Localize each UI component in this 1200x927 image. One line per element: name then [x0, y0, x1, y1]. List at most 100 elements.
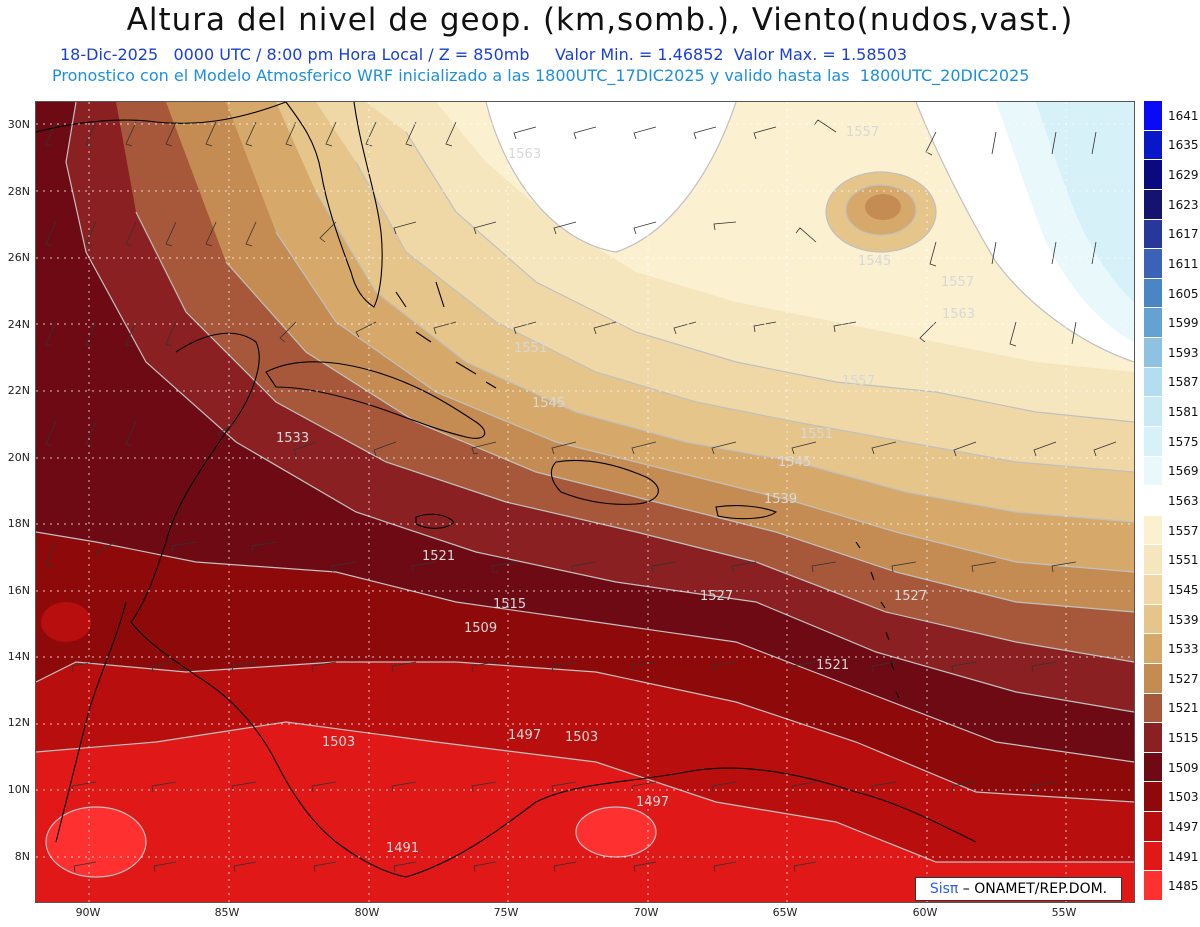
colorbar-swatch	[1144, 604, 1162, 635]
colorbar-swatch	[1144, 663, 1162, 694]
colorbar-swatch	[1144, 871, 1162, 901]
colorbar-label: 1623	[1168, 197, 1199, 212]
contour-label: 1521	[816, 658, 849, 673]
colorbar-swatch	[1144, 782, 1162, 813]
lat-label: 24N	[7, 318, 30, 331]
colorbar-swatch	[1144, 841, 1162, 872]
colorbar-label: 1581	[1168, 405, 1199, 420]
colorbar-label: 1575	[1168, 434, 1199, 449]
lat-label: 18N	[7, 517, 30, 530]
colorbar-swatch	[1144, 101, 1162, 131]
colorbar-swatch	[1144, 752, 1162, 783]
contour-label: 1509	[464, 621, 497, 636]
colorbar-label: 1641	[1168, 108, 1199, 123]
colorbar-label: 1527	[1168, 671, 1199, 686]
colorbar-label: 1629	[1168, 168, 1199, 183]
forecast-map: 1563 1557 1545 1557 1563 1551 1557 1545 …	[35, 101, 1135, 903]
lon-label: 55W	[1051, 906, 1077, 919]
colorbar-swatch	[1144, 812, 1162, 842]
contour-label: 1515	[493, 597, 526, 612]
colorbar-label: 1569	[1168, 464, 1199, 479]
colorbar-label: 1599	[1168, 316, 1199, 331]
colorbar-label: 1611	[1168, 256, 1199, 271]
colorbar-label: 1551	[1168, 553, 1199, 568]
contour-label: 1503	[322, 735, 355, 750]
contour-label: 1551	[800, 427, 833, 442]
colorbar-swatch	[1144, 160, 1162, 190]
contour-label: 1497	[508, 728, 541, 743]
colorbar-label: 1521	[1168, 701, 1199, 716]
colorbar-swatch	[1144, 575, 1162, 605]
colorbar-label: 1635	[1168, 138, 1199, 153]
lat-label: 30N	[7, 118, 30, 131]
lat-label: 22N	[7, 384, 30, 397]
colorbar-label: 1485	[1168, 879, 1199, 894]
lon-label: 70W	[633, 906, 659, 919]
contour-label: 1551	[514, 341, 547, 356]
map-title: Altura del nivel de geop. (km,somb.), Vi…	[126, 2, 1074, 38]
contour-label: 1545	[858, 254, 891, 269]
lat-label: 26N	[7, 251, 30, 264]
lat-label: 8N	[14, 850, 30, 863]
lon-label: 65W	[772, 906, 798, 919]
colorbar-swatch	[1144, 249, 1162, 279]
contour-label: 1557	[842, 374, 875, 389]
colorbar-swatch	[1144, 693, 1162, 724]
colorbar-label: 1491	[1168, 849, 1199, 864]
contour-lines	[36, 102, 1134, 878]
contour-label: 1563	[942, 307, 975, 322]
contour-label: 1533	[276, 431, 309, 446]
colorbar-label: 1593	[1168, 345, 1199, 360]
geopotential-shading	[36, 102, 1134, 902]
lat-label: 16N	[7, 584, 30, 597]
colorbar-label: 1515	[1168, 731, 1199, 746]
contour-label: 1563	[508, 147, 541, 162]
colorbar-swatch	[1144, 130, 1162, 161]
credit-text: – ONAMET/REP.DOM.	[958, 881, 1108, 897]
colorbar-label: 1545	[1168, 582, 1199, 597]
sispi-logo: Sisπ	[929, 881, 959, 897]
colorbar-label: 1503	[1168, 790, 1199, 805]
lat-label: 14N	[7, 650, 30, 663]
lat-label: 20N	[7, 451, 30, 464]
wind-barbs	[45, 119, 1117, 873]
colorbar-swatch	[1144, 456, 1162, 487]
colorbar-label: 1617	[1168, 227, 1199, 242]
colorbar-swatch	[1144, 545, 1162, 576]
lat-label: 10N	[7, 783, 30, 796]
contour-label: 1521	[422, 549, 455, 564]
contour-label: 1545	[532, 396, 565, 411]
colorbar-label: 1587	[1168, 375, 1199, 390]
colorbar-swatch	[1144, 338, 1162, 368]
forecast-time-subtitle: 18-Dic-2025 0000 UTC / 8:00 pm Hora Loca…	[60, 45, 908, 64]
colorbar-swatch	[1144, 397, 1162, 427]
contour-label: 1539	[764, 492, 797, 507]
colorbar-swatch	[1144, 308, 1162, 339]
colorbar	[1144, 101, 1162, 901]
contour-label: 1557	[846, 125, 879, 140]
colorbar-label: 1539	[1168, 612, 1199, 627]
contour-label: 1527	[700, 589, 733, 604]
graticule	[36, 102, 1134, 902]
contour-label: 1545	[778, 455, 811, 470]
lat-label: 28N	[7, 185, 30, 198]
colorbar-label: 1563	[1168, 494, 1199, 508]
lon-label: 90W	[75, 906, 101, 919]
colorbar-label: 1605	[1168, 286, 1199, 301]
colorbar-label: 1509	[1168, 760, 1199, 775]
contour-label: 1497	[636, 795, 669, 810]
colorbar-label: 1557	[1168, 523, 1199, 538]
lat-label: 12N	[7, 716, 30, 729]
contour-label: 1503	[565, 730, 598, 745]
colorbar-swatch	[1144, 367, 1162, 398]
colorbar-label: 1533	[1168, 642, 1199, 657]
lon-label: 85W	[214, 906, 240, 919]
lon-label: 80W	[354, 906, 380, 919]
colorbar-swatch	[1144, 426, 1162, 457]
colorbar-swatch	[1144, 486, 1162, 516]
colorbar-swatch	[1144, 219, 1162, 250]
credit-box: Sisπ – ONAMET/REP.DOM.	[915, 877, 1122, 901]
contour-label: 1491	[386, 841, 419, 856]
colorbar-swatch	[1144, 278, 1162, 309]
colorbar-swatch	[1144, 515, 1162, 546]
